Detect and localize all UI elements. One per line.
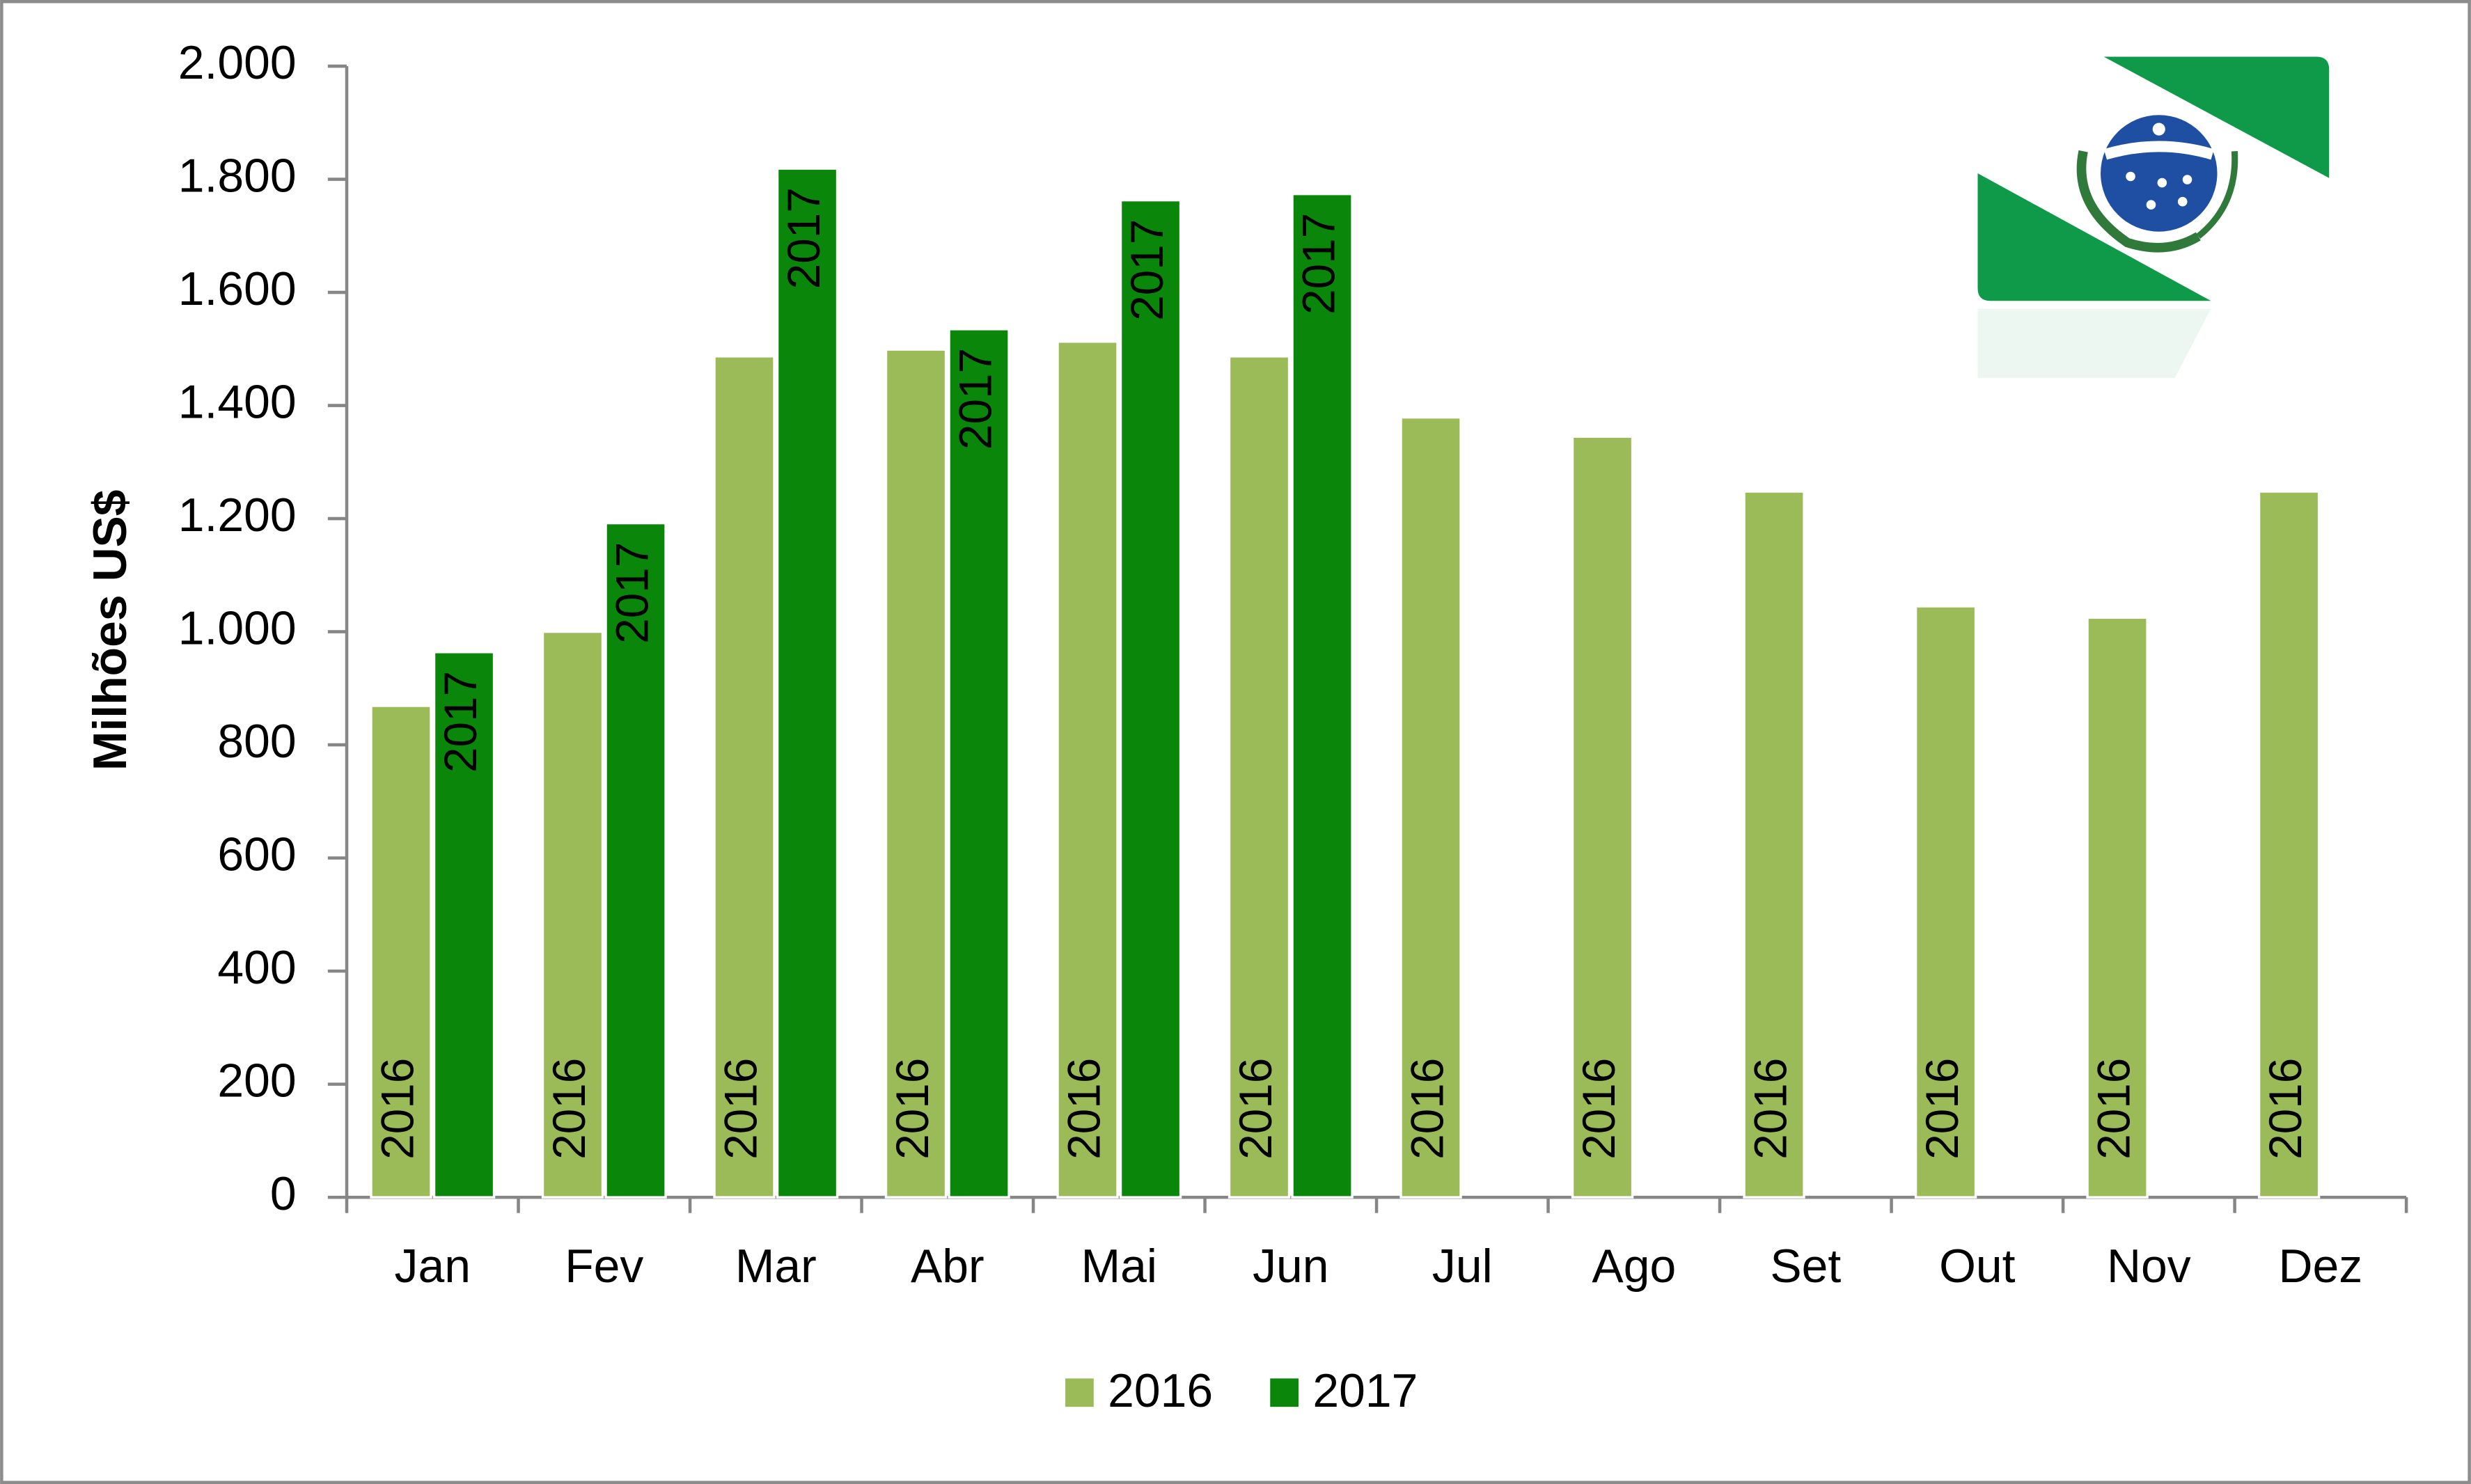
y-tick-label: 1.000 xyxy=(178,603,297,655)
bar-label: 2016 xyxy=(1745,1058,1796,1160)
y-tick-label: 1.200 xyxy=(178,489,297,542)
x-tick-label: Out xyxy=(1939,1240,2016,1293)
bar xyxy=(776,167,839,1199)
x-tick-label: Jun xyxy=(1253,1240,1328,1293)
bar xyxy=(541,630,604,1199)
bar xyxy=(1119,198,1182,1199)
legend-swatch xyxy=(1065,1378,1094,1407)
y-tick-label: 1.800 xyxy=(178,150,297,202)
bar xyxy=(2257,490,2321,1199)
x-tick-label: Set xyxy=(1770,1240,1841,1293)
bar-label: 2017 xyxy=(606,542,657,644)
y-tick-label: 1.600 xyxy=(178,263,297,315)
bar xyxy=(432,651,496,1199)
y-tick-label: 800 xyxy=(217,716,296,768)
bar xyxy=(2086,616,2149,1199)
x-tick-label: Jul xyxy=(1432,1240,1493,1293)
bar-label: 2017 xyxy=(778,187,829,289)
bar xyxy=(1227,355,1291,1199)
bar xyxy=(1914,605,1977,1199)
bar xyxy=(370,704,432,1199)
bar-label: 2016 xyxy=(887,1058,938,1160)
bar xyxy=(713,355,776,1199)
bar xyxy=(884,348,948,1199)
bar-label: 2016 xyxy=(544,1058,595,1160)
bar xyxy=(1399,416,1462,1199)
x-tick-label: Jan xyxy=(395,1240,471,1293)
bar-label: 2017 xyxy=(435,671,486,773)
bar-label: 2016 xyxy=(372,1058,423,1160)
bar xyxy=(604,521,667,1199)
legend-swatch xyxy=(1270,1378,1299,1407)
legend-label: 2017 xyxy=(1312,1365,1418,1417)
bar xyxy=(1291,192,1354,1199)
y-tick-label: 0 xyxy=(270,1168,297,1220)
y-axis-title: Milhões US$ xyxy=(84,490,136,771)
y-tick-label: 200 xyxy=(217,1055,296,1107)
bar-label: 2017 xyxy=(1293,213,1344,315)
bar xyxy=(1743,490,1805,1199)
bar-label: 2016 xyxy=(1058,1058,1109,1160)
bar-label: 2016 xyxy=(1917,1058,1968,1160)
x-tick-label: Dez xyxy=(2278,1240,2362,1293)
legend-label: 2016 xyxy=(1108,1365,1213,1417)
bar-label: 2016 xyxy=(715,1058,766,1160)
y-tick-label: 600 xyxy=(217,829,296,881)
x-tick-label: Fev xyxy=(565,1240,643,1293)
y-tick-label: 2.000 xyxy=(178,37,297,89)
bar-label: 2016 xyxy=(1230,1058,1281,1160)
logo xyxy=(1977,56,2330,379)
x-tick-label: Abr xyxy=(911,1240,985,1293)
bar-label: 2016 xyxy=(2260,1058,2311,1160)
y-tick-label: 1.400 xyxy=(178,377,297,429)
bar-label: 2016 xyxy=(1402,1058,1452,1160)
bar-label: 2017 xyxy=(1122,219,1172,321)
bar xyxy=(948,328,1010,1199)
bar-label: 2017 xyxy=(950,348,1001,450)
x-tick-label: Mai xyxy=(1081,1240,1157,1293)
x-tick-label: Nov xyxy=(2107,1240,2191,1293)
bar xyxy=(1056,340,1119,1199)
y-tick-label: 400 xyxy=(217,942,296,994)
x-tick-label: Mar xyxy=(735,1240,817,1293)
bar-label: 2016 xyxy=(1574,1058,1624,1160)
x-tick-label: Ago xyxy=(1592,1240,1676,1293)
bar-label: 2016 xyxy=(2088,1058,2139,1160)
bar xyxy=(1571,435,1634,1199)
